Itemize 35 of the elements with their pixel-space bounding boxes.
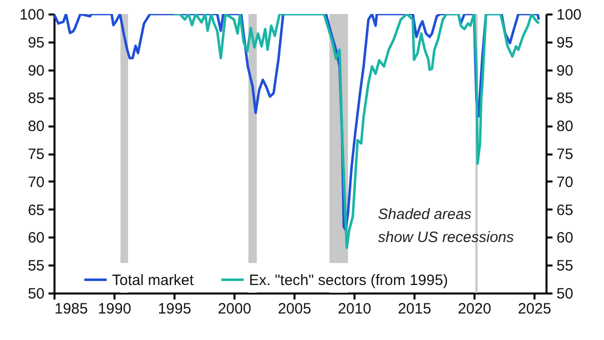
x-tick-label: 2000 — [218, 300, 252, 318]
x-tick-label: 2010 — [338, 300, 372, 318]
y2-tick-label: 65 — [556, 202, 574, 219]
y-tick-label: 55 — [28, 258, 44, 275]
y-tick-label: 100 — [19, 6, 44, 24]
x-tick-label: 1995 — [158, 300, 192, 318]
x-tick-label: 2005 — [278, 300, 312, 318]
y-tick-label: 75 — [28, 146, 44, 163]
x-tick-label: 2015 — [398, 300, 432, 318]
x-tick-label: 2025 — [518, 300, 552, 318]
y-tick-label: 85 — [28, 90, 44, 108]
y2-tick-label: 55 — [556, 258, 574, 275]
y-tick-label: 95 — [28, 34, 44, 52]
y2-tick-label: 85 — [556, 90, 574, 108]
annotation: Shaded areas show US recessions — [378, 206, 514, 246]
x-tick-label: 1990 — [98, 300, 132, 318]
y-tick-label: 70 — [28, 174, 44, 191]
y2-tick-label: 80 — [556, 118, 574, 136]
y-tick-label: 80 — [28, 118, 44, 136]
y2-tick-label: 90 — [556, 62, 574, 80]
y-tick-label: 65 — [28, 202, 44, 219]
y-tick-label: 90 — [28, 62, 44, 80]
y2-tick-label: 95 — [556, 34, 574, 52]
y2-tick-label: 100 — [556, 6, 582, 24]
y2-tick-label: 75 — [556, 146, 574, 163]
legend-label: Total market — [112, 272, 195, 289]
legend-label: Ex. "tech" sectors (from 1995) — [249, 272, 448, 289]
x-tick-label: 2020 — [458, 300, 492, 318]
line-series — [172, 14, 540, 250]
y2-tick-label: 60 — [556, 230, 574, 247]
x-tick-label: 1985 — [54, 300, 88, 318]
y2-tick-label: 70 — [556, 174, 574, 191]
y-tick-label: 50 — [28, 286, 44, 302]
y2-tick-label: 50 — [556, 286, 574, 302]
y-tick-label: 60 — [28, 230, 44, 247]
